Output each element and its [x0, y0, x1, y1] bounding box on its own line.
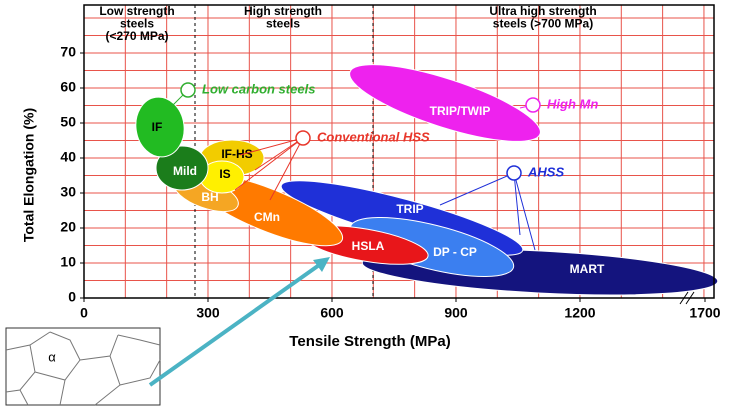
- group-label: Low carbon steels: [202, 81, 315, 96]
- y-tick-label: 20: [60, 219, 76, 235]
- group-label: AHSS: [527, 164, 564, 179]
- region-label: IF: [152, 120, 163, 134]
- x-tick-label: 1200: [564, 305, 595, 321]
- band-label: steels (>700 MPa): [493, 17, 593, 31]
- x-tick-label: 300: [196, 305, 220, 321]
- region-label: Mild: [173, 164, 197, 178]
- x-tick-label: 900: [444, 305, 468, 321]
- region-label: BH: [201, 190, 218, 204]
- group-label: Conventional HSS: [317, 129, 430, 144]
- y-tick-label: 40: [60, 149, 76, 165]
- chart: Low strengthsteels(<270 MPa)High strengt…: [0, 0, 730, 410]
- group-label: High Mn: [547, 96, 598, 111]
- y-tick-label: 30: [60, 184, 76, 200]
- region-label: HSLA: [352, 239, 385, 253]
- callout-circle: [181, 83, 195, 97]
- callout-circle: [296, 131, 310, 145]
- region-label: TRIP: [396, 202, 423, 216]
- region-label: MART: [570, 262, 605, 276]
- y-tick-label: 0: [68, 289, 76, 305]
- y-tick-label: 70: [60, 44, 76, 60]
- y-axis-title: Total Elongation (%): [21, 108, 37, 242]
- region-label: TRIP/TWIP: [430, 104, 491, 118]
- region-label: DP - CP: [433, 245, 477, 259]
- band-label: (<270 MPa): [105, 29, 168, 43]
- inset-label: α: [48, 349, 56, 364]
- y-tick-label: 50: [60, 114, 76, 130]
- band-label: steels: [266, 17, 300, 31]
- y-tick-label: 10: [60, 254, 76, 270]
- region-label: CMn: [254, 210, 280, 224]
- x-axis-title: Tensile Strength (MPa): [289, 333, 450, 350]
- callout-circle: [507, 166, 521, 180]
- region-label: IF-HS: [221, 147, 252, 161]
- x-tick-label: 1700: [689, 305, 720, 321]
- x-tick-label: 0: [80, 305, 88, 321]
- region-label: IS: [219, 167, 230, 181]
- callout-circle: [526, 98, 540, 112]
- y-tick-label: 60: [60, 79, 76, 95]
- x-tick-label: 600: [320, 305, 344, 321]
